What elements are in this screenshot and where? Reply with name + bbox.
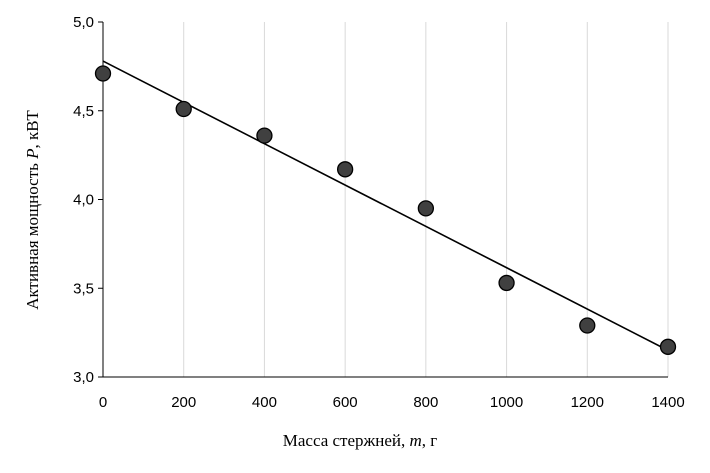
y-tick-label-4,0: 4,0 [73,192,94,209]
y-tick-label-4,5: 4,5 [73,103,94,120]
data-point-600 [336,161,354,178]
data-points [94,65,677,355]
y-tick-label-3,5: 3,5 [73,280,94,297]
x-tick-label-200: 200 [171,394,196,411]
x-axis-title-unit: , г [422,431,438,450]
x-tick-label-1400: 1400 [651,394,684,411]
x-axis-title-var: m [410,431,422,450]
y-axis-title-var: P [23,148,42,159]
x-tick-label-0: 0 [99,394,107,411]
x-tick-labels: 0 200 400 600 800 1000 1200 1400 [99,394,685,411]
y-axis-title: Активная мощность P, кВТ [23,110,42,310]
data-point-800 [417,200,435,217]
data-point-200 [175,100,192,118]
y-tick-label-5,0: 5,0 [73,14,94,31]
data-point-400 [256,127,273,144]
x-tick-label-800: 800 [413,394,438,411]
trend-line [102,60,669,352]
y-tick-label-3,0: 3,0 [73,369,94,386]
x-tick-label-1000: 1000 [490,394,523,411]
x-tick-label-1200: 1200 [571,394,604,411]
data-point-1400 [659,338,677,355]
y-axis-title-main: Активная мощность [23,159,42,310]
x-tick-label-400: 400 [252,394,277,411]
x-axis-title: Масса стержней, m, г [283,431,438,450]
data-point-0 [94,65,112,82]
data-point-1000 [498,274,515,292]
y-tick-labels: 3,0 3,5 4,0 4,5 5,0 [73,14,94,386]
grid [183,22,669,377]
data-point-1200 [579,317,596,334]
y-axis-title-unit: , кВТ [23,110,42,149]
x-axis-title-main: Масса стержней, [283,431,410,450]
trend-line-group [102,60,669,352]
x-tick-label-600: 600 [333,394,358,411]
